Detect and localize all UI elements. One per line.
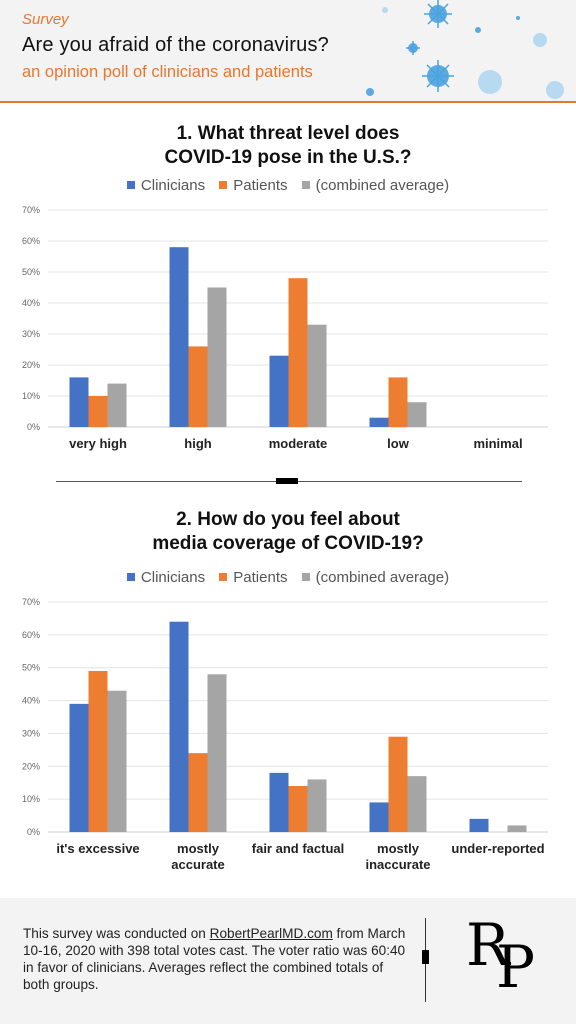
page-title: Are you afraid of the coronavirus? bbox=[22, 34, 329, 56]
y-tick-label: 10% bbox=[22, 391, 40, 401]
bar-patients bbox=[288, 278, 308, 427]
y-tick-label: 40% bbox=[22, 298, 40, 308]
bar-combined bbox=[307, 779, 327, 832]
bar-patients bbox=[188, 753, 208, 832]
bar-patients bbox=[188, 346, 208, 427]
bar-clinicians bbox=[69, 377, 89, 427]
y-tick-label: 20% bbox=[22, 761, 40, 771]
legend-patients: Patients bbox=[219, 569, 288, 586]
bar-clinicians bbox=[469, 818, 489, 832]
category-label: high bbox=[184, 436, 211, 451]
category-label: very high bbox=[69, 436, 127, 451]
category-label: minimal bbox=[473, 436, 522, 451]
legend-patients: Patients bbox=[219, 177, 288, 194]
section-divider-knob bbox=[276, 478, 298, 484]
y-tick-label: 50% bbox=[22, 267, 40, 277]
bar-combined bbox=[107, 383, 127, 427]
y-tick-label: 60% bbox=[22, 236, 40, 246]
bar-combined bbox=[407, 402, 427, 427]
bar-combined bbox=[207, 674, 227, 832]
category-label: fair and factual bbox=[252, 841, 344, 856]
y-tick-label: 30% bbox=[22, 728, 40, 738]
bar-combined bbox=[207, 287, 227, 427]
y-tick-label: 70% bbox=[22, 597, 40, 607]
logo-letter-r: R bbox=[466, 911, 510, 979]
bar-combined bbox=[307, 324, 327, 427]
bar-combined bbox=[507, 825, 527, 832]
chart-2-plot: 0% 10% 20% 30% 40% 50% 60% 70% it's excessive mos… bbox=[22, 597, 548, 872]
page-subtitle: an opinion poll of clinicians and patien… bbox=[22, 63, 313, 81]
survey-kicker: Survey bbox=[22, 11, 69, 28]
bar-patients bbox=[388, 377, 408, 427]
y-tick-label: 70% bbox=[22, 205, 40, 215]
robertpearlmd-link[interactable]: RobertPearlMD.com bbox=[209, 926, 333, 941]
chart-2-title: 2. How do you feel about media coverage … bbox=[0, 508, 576, 556]
bar-patients bbox=[88, 671, 108, 832]
bar-clinicians bbox=[369, 417, 389, 427]
bar-combined bbox=[407, 776, 427, 832]
coronavirus-illustration-icon bbox=[366, 0, 564, 99]
y-tick-label: 50% bbox=[22, 663, 40, 673]
bar-patients bbox=[88, 396, 108, 427]
chart-2-legend: Clinicians Patients (combined average) bbox=[0, 569, 576, 586]
category-label: it's excessive bbox=[56, 841, 139, 856]
chart-2-title-line2: media coverage of COVID-19? bbox=[152, 533, 424, 554]
bar-clinicians bbox=[269, 772, 289, 832]
chart-1-title-line2: COVID-19 pose in the U.S.? bbox=[164, 147, 412, 168]
y-tick-label: 0% bbox=[27, 422, 40, 432]
bar-patients bbox=[288, 786, 308, 832]
legend-clinicians: Clinicians bbox=[126, 569, 205, 586]
survey-methodology-note: This survey was conducted on RobertPearl… bbox=[23, 925, 413, 993]
y-tick-label: 20% bbox=[22, 360, 40, 370]
category-label: mostly inaccurate bbox=[365, 841, 430, 872]
category-label: under-reported bbox=[451, 841, 544, 856]
bar-clinicians bbox=[169, 621, 189, 832]
chart-1-title-line1: 1. What threat level does bbox=[176, 123, 400, 144]
bar-clinicians bbox=[169, 247, 189, 427]
rp-logo: R P bbox=[466, 916, 556, 1000]
note-text-after: from March 10-16, 2020 with 398 total vo… bbox=[23, 926, 406, 992]
legend-clinicians: Clinicians bbox=[126, 177, 205, 194]
category-label: mostly accurate bbox=[171, 841, 224, 872]
note-text-before: This survey was conducted on bbox=[23, 926, 210, 941]
survey-header: Survey Are you afraid of the coronavirus… bbox=[0, 0, 576, 103]
y-tick-label: 0% bbox=[27, 827, 40, 837]
legend-combined: (combined average) bbox=[301, 177, 449, 194]
chart-1-plot: 0% 10% 20% 30% 40% 50% 60% 70% very high high mode… bbox=[22, 205, 548, 451]
y-tick-label: 10% bbox=[22, 794, 40, 804]
y-tick-label: 40% bbox=[22, 696, 40, 706]
chart-1-title: 1. What threat level does COVID-19 pose … bbox=[0, 122, 576, 170]
chart-1-legend: Clinicians Patients (combined average) bbox=[0, 177, 576, 194]
bar-patients bbox=[388, 736, 408, 832]
bar-clinicians bbox=[69, 703, 89, 832]
footer-divider-knob bbox=[422, 950, 429, 964]
y-tick-label: 60% bbox=[22, 630, 40, 640]
bar-combined bbox=[107, 690, 127, 832]
legend-combined: (combined average) bbox=[301, 569, 449, 586]
logo-letter-p: P bbox=[496, 933, 536, 1001]
category-label: low bbox=[387, 436, 410, 451]
category-label: moderate bbox=[269, 436, 328, 451]
bar-clinicians bbox=[269, 355, 289, 427]
survey-footer: This survey was conducted on RobertPearl… bbox=[0, 898, 576, 1024]
y-tick-label: 30% bbox=[22, 329, 40, 339]
bar-clinicians bbox=[369, 802, 389, 832]
chart-2-title-line1: 2. How do you feel about bbox=[176, 509, 400, 530]
